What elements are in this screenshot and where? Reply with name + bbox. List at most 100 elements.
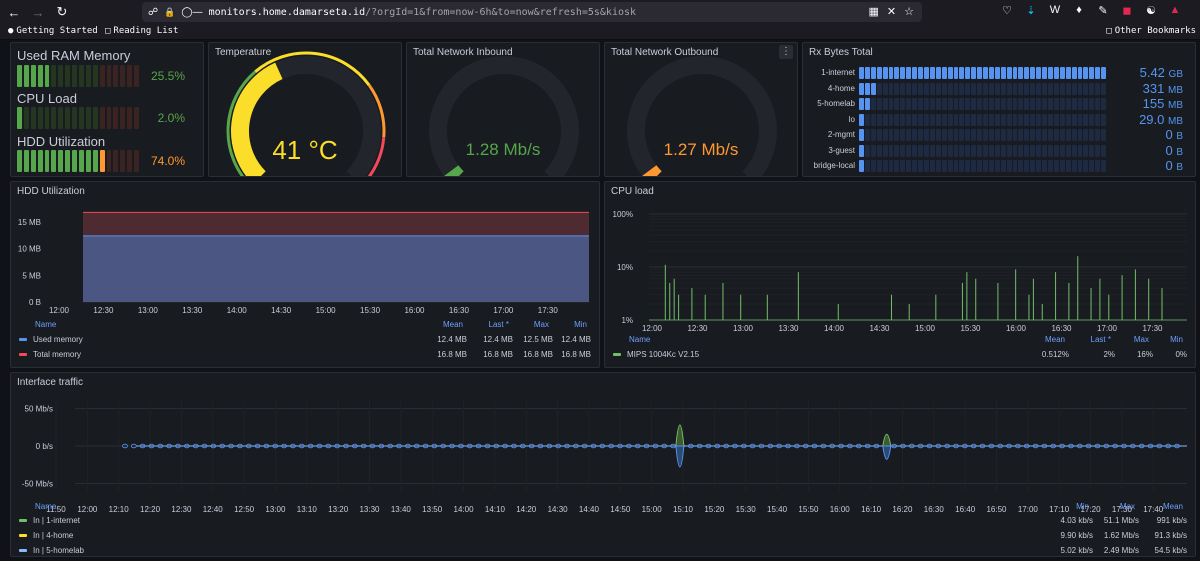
rx-bar-cell xyxy=(941,160,947,172)
rx-bar-cell xyxy=(929,82,935,95)
traffic-blip xyxy=(820,443,827,449)
rx-bar-cell xyxy=(1071,129,1077,141)
traffic-blip xyxy=(705,443,712,449)
rx-bar-cell xyxy=(1059,113,1065,126)
rx-bar-cell xyxy=(1101,144,1107,157)
legend-header-max: Max xyxy=(533,320,549,329)
rx-bar-cell xyxy=(859,160,864,172)
traffic-blip xyxy=(873,443,880,449)
star-icon[interactable]: ☆ xyxy=(904,6,914,18)
bargauge-cell xyxy=(23,65,29,87)
rx-bar-cell xyxy=(906,67,912,79)
bookmark-reading-list[interactable]: □ Reading List xyxy=(105,26,179,36)
rx-bar-cell xyxy=(900,113,906,126)
legend-header-last: Last * xyxy=(488,320,509,329)
rx-bar-cell xyxy=(971,160,977,172)
rx-bar-cell xyxy=(906,113,912,126)
rx-bar-cell xyxy=(959,98,965,110)
reload-icon[interactable]: ↻ xyxy=(56,4,68,19)
legend-swatch xyxy=(19,338,27,341)
gauge-fill xyxy=(444,165,464,176)
key-icon[interactable]: ◯— xyxy=(181,6,203,18)
rx-bar-cell xyxy=(953,67,959,79)
qr-code-icon[interactable]: ▦ xyxy=(868,6,879,18)
legend-max: 16% xyxy=(1136,350,1153,359)
traffic-blip xyxy=(953,443,959,449)
container-icon[interactable]: ▲ xyxy=(1169,4,1181,16)
legend-row[interactable]: In | 5-homelab 5.02 kb/s 2.49 Mb/s 54.5 kb/… xyxy=(19,544,1187,556)
x-tick-label: 15:40 xyxy=(767,505,788,514)
download-icon[interactable]: ⇣ xyxy=(1026,5,1036,17)
x-tick-label: 12:40 xyxy=(203,505,224,514)
x-tick-label: 14:10 xyxy=(485,505,506,514)
rx-bar-cell xyxy=(1048,98,1053,110)
legend-min: 4.03 kb/s xyxy=(1060,516,1093,525)
rx-bar-cell xyxy=(1101,129,1107,141)
rx-bar-cell xyxy=(1083,67,1089,79)
puzzle-icon[interactable]: ♦ xyxy=(1076,4,1082,16)
rx-bar-cell xyxy=(870,98,876,110)
url-text[interactable]: monitors.home.damarseta.id/?orgId=1&from… xyxy=(208,6,637,18)
bookmark-other[interactable]: □ Other Bookmarks xyxy=(1106,26,1196,36)
traffic-blip xyxy=(564,443,570,449)
privacy-icon[interactable]: ☯ xyxy=(1146,5,1156,17)
traffic-blip xyxy=(555,443,562,449)
rx-bar-cell xyxy=(1042,98,1047,110)
rx-bar-cell xyxy=(900,82,906,95)
rx-bar-cell xyxy=(959,113,965,126)
traffic-blip xyxy=(502,443,509,449)
rx-bar-cell xyxy=(1089,67,1095,79)
extension-icon[interactable]: ✎ xyxy=(1098,5,1108,17)
legend-row[interactable]: In | 4-home 9.90 kb/s 1.62 Mb/s 91.3 kb/s xyxy=(19,529,1187,542)
legend-row[interactable]: In | 1-internet 4.03 kb/s 51.1 Mb/s 991 kb/… xyxy=(19,514,1187,527)
rx-bar-cell xyxy=(1065,129,1071,141)
legend-row[interactable]: MIPS 1004Kc V2.15 0.512% 2% 16% 0% xyxy=(613,348,1187,361)
rx-bar-cell xyxy=(888,67,894,79)
rx-bar-cell xyxy=(994,113,1000,126)
gauge-threshold-green xyxy=(226,70,257,176)
rx-bar-cell xyxy=(1095,129,1101,141)
rx-bar-cell xyxy=(864,82,870,95)
outbound-gauge xyxy=(627,56,777,176)
ublock-icon[interactable]: ◼ xyxy=(1122,5,1132,17)
rx-bar-cell xyxy=(870,82,876,95)
rx-bar-cell xyxy=(947,113,953,126)
traffic-blip xyxy=(245,443,252,449)
x-tick-label: 16:00 xyxy=(1006,324,1027,333)
traffic-blip xyxy=(581,443,588,449)
rx-bar-cell xyxy=(929,129,935,141)
legend-row[interactable]: Total memory 16.8 MB 16.8 MB 16.8 MB 16.8 MB xyxy=(19,348,591,361)
traffic-blip xyxy=(767,443,774,449)
rx-bar-cell xyxy=(983,144,988,157)
shield-icon[interactable]: ☍ xyxy=(148,6,159,18)
close-icon[interactable]: ✕ xyxy=(886,6,897,18)
traffic-blip xyxy=(263,443,270,449)
back-icon[interactable]: ← xyxy=(7,4,21,20)
bookmarks-bar: ● Getting Started □ Reading List □ Other Bo… xyxy=(0,24,1200,40)
pocket-icon[interactable]: ♡ xyxy=(1002,5,1012,17)
legend-row[interactable]: Used memory 12.4 MB 12.4 MB 12.5 MB 12.4 MB xyxy=(19,333,591,346)
bargauge-cell xyxy=(106,107,112,129)
rx-bar-cell xyxy=(923,113,929,126)
rx-bar-cell xyxy=(918,160,923,172)
traffic-blip xyxy=(1156,443,1163,449)
bargauge-cell xyxy=(127,65,133,87)
rx-bar-cell xyxy=(1018,82,1024,95)
forward-icon[interactable]: → xyxy=(31,4,45,20)
traffic-blip xyxy=(475,443,482,449)
bargauge-cell xyxy=(127,150,133,172)
bargauge-cell xyxy=(23,107,29,129)
wikipedia-icon[interactable]: W xyxy=(1049,4,1061,16)
bookmark-getting-started[interactable]: ● Getting Started xyxy=(8,26,98,36)
rx-value-number: 5.42 xyxy=(1139,65,1165,80)
rx-bar-cell xyxy=(1048,82,1053,95)
panel-menu-button[interactable]: ⋮ xyxy=(779,45,793,59)
interface-traffic-panel: Interface traffic -50 Mb/s 0 b/s 50 Mb/s 11… xyxy=(10,372,1196,557)
lock-icon[interactable]: 🔒 xyxy=(164,6,176,17)
rx-bar-cell xyxy=(859,129,864,141)
x-tick-label: 13:40 xyxy=(391,505,412,514)
rx-bar-cell xyxy=(859,113,864,126)
address-bar[interactable]: ☍ 🔒 ◯— monitors.home.damarseta.id/?orgId… xyxy=(142,2,922,22)
rx-bar-cell xyxy=(1089,160,1095,172)
rx-row-name: 4-home xyxy=(827,83,855,93)
